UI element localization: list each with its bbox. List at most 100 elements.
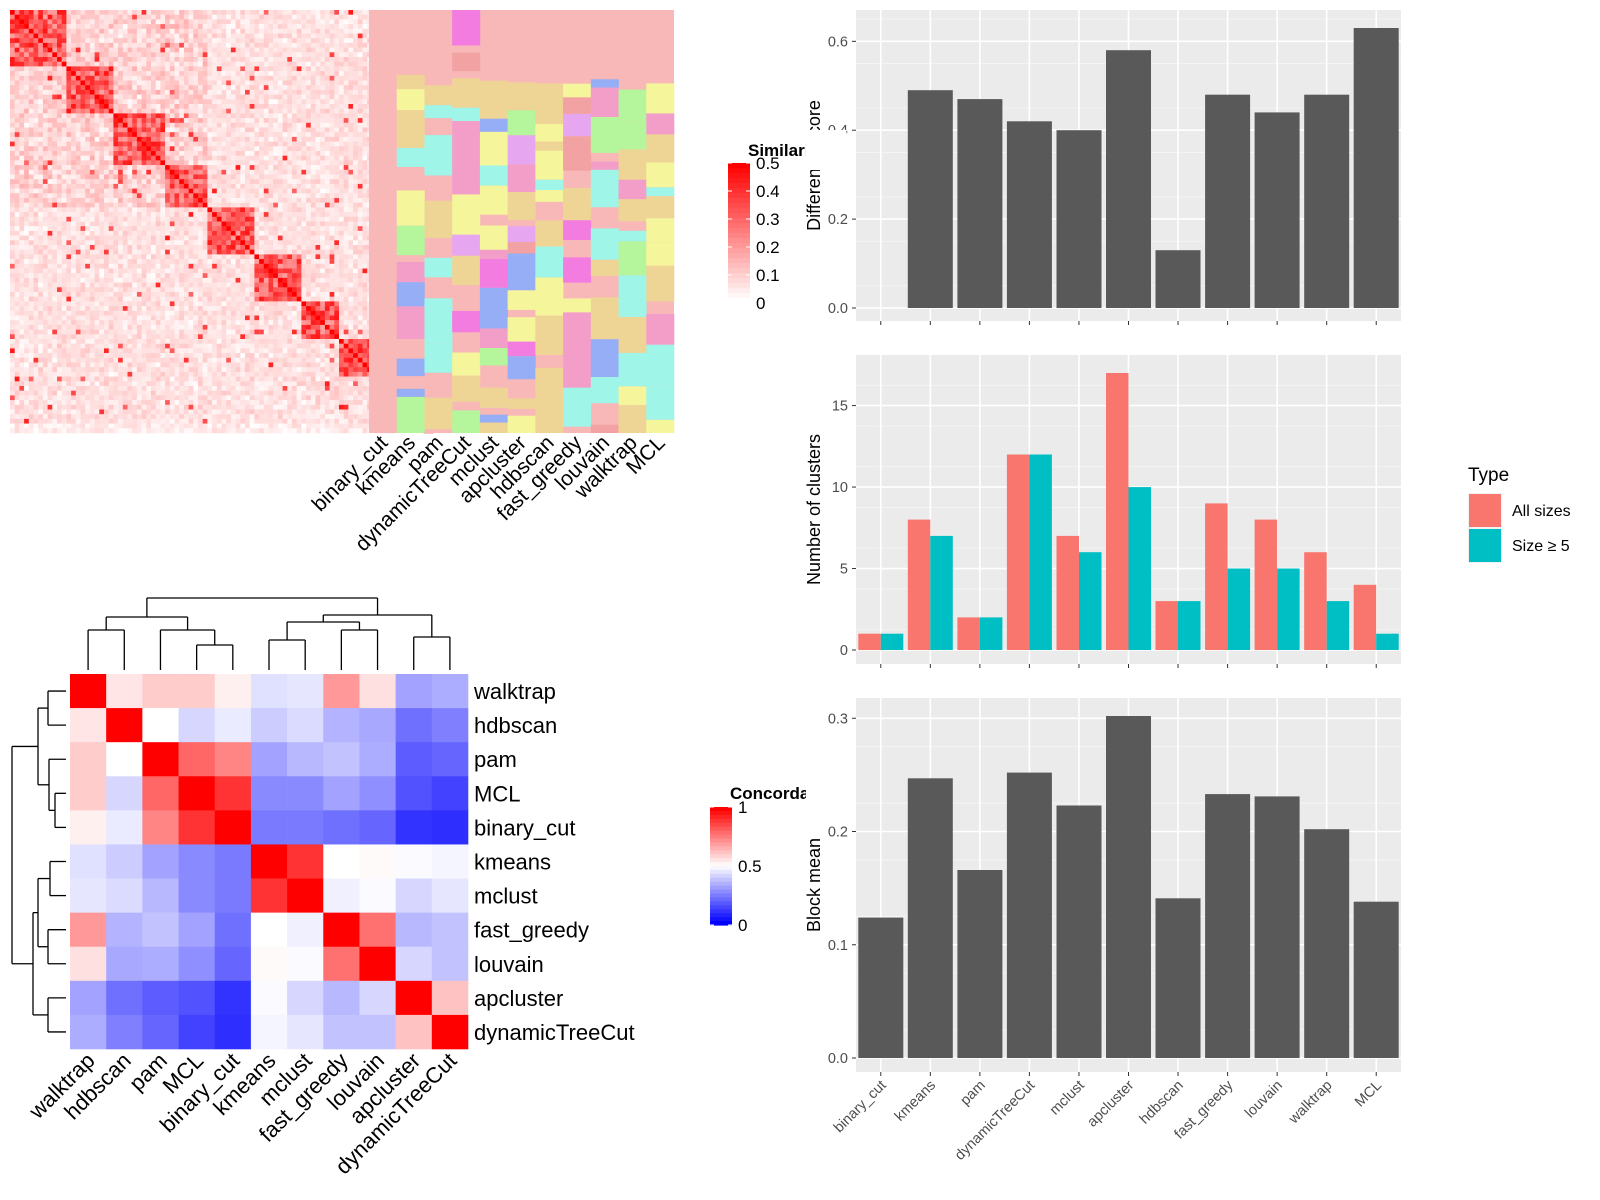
similarity-cell <box>268 19 274 25</box>
similarity-cell <box>348 14 354 20</box>
similarity-cell <box>202 122 208 128</box>
similarity-cell <box>212 113 218 119</box>
similarity-cell <box>362 28 368 34</box>
similarity-cell <box>57 75 62 81</box>
similarity-cell <box>47 198 53 203</box>
similarity-cell <box>343 47 349 53</box>
similarity-cell <box>268 183 274 189</box>
similarity-cell <box>57 202 62 208</box>
similarity-cell <box>169 104 175 109</box>
similarity-cell <box>212 89 218 95</box>
similarity-cell <box>38 263 44 269</box>
similarity-cell <box>348 226 354 232</box>
similarity-cell <box>221 99 227 105</box>
similarity-cell <box>273 165 279 171</box>
similarity-cell <box>207 174 213 180</box>
similarity-cell <box>245 57 250 62</box>
similarity-cell <box>188 212 194 218</box>
similarity-cell <box>169 80 175 86</box>
similarity-cell <box>24 99 30 105</box>
similarity-cell <box>132 254 138 260</box>
similarity-cell <box>141 198 147 203</box>
similarity-cell <box>245 188 250 194</box>
similarity-cell <box>348 80 354 86</box>
similarity-cell <box>136 155 142 161</box>
similarity-cell <box>249 226 255 232</box>
similarity-cell <box>127 80 133 86</box>
similarity-cell <box>263 24 269 30</box>
similarity-cell <box>193 38 199 44</box>
similarity-cell <box>47 207 53 213</box>
similarity-cell <box>127 57 133 62</box>
similarity-cell <box>61 202 67 208</box>
similarity-cell <box>245 99 250 105</box>
similarity-cell <box>268 104 274 109</box>
similarity-cell <box>24 71 30 77</box>
similarity-cell <box>287 19 293 25</box>
similarity-cell <box>301 33 307 39</box>
similarity-cell <box>259 235 265 241</box>
similarity-cell <box>183 89 189 95</box>
similarity-cell <box>169 179 175 185</box>
similarity-cell <box>179 249 185 255</box>
similarity-cell <box>28 151 34 156</box>
similarity-cell <box>310 183 316 189</box>
similarity-cell <box>33 108 39 114</box>
similarity-cell <box>249 38 255 44</box>
similarity-cell <box>165 174 171 180</box>
similarity-cell <box>10 61 15 67</box>
similarity-cell <box>57 268 62 274</box>
similarity-cell <box>108 174 114 180</box>
similarity-cell <box>24 113 30 119</box>
similarity-cell <box>362 212 368 218</box>
similarity-cell <box>66 155 72 161</box>
similarity-cell <box>310 249 316 255</box>
similarity-cell <box>136 263 142 269</box>
similarity-cell <box>136 245 142 250</box>
similarity-cell <box>292 259 297 265</box>
similarity-cell <box>118 85 124 91</box>
similarity-cell <box>146 71 152 77</box>
similarity-cell <box>193 216 199 222</box>
similarity-cell <box>28 263 34 269</box>
similarity-cell <box>287 226 293 232</box>
similarity-cell <box>179 202 185 208</box>
similarity-cell <box>14 188 20 194</box>
similarity-cell <box>146 33 152 39</box>
similarity-cell <box>282 61 288 67</box>
similarity-cell <box>216 127 222 133</box>
similarity-cell <box>254 122 260 128</box>
similarity-cell <box>108 104 114 109</box>
similarity-cell <box>38 99 44 105</box>
similarity-cell <box>320 80 326 86</box>
similarity-cell <box>216 52 222 58</box>
similarity-cell <box>221 85 227 91</box>
similarity-cell <box>198 188 203 194</box>
similarity-cell <box>136 259 142 265</box>
similarity-cell <box>174 47 180 53</box>
similarity-cell <box>216 71 222 77</box>
similarity-cell <box>174 263 180 269</box>
similarity-cell <box>259 230 265 236</box>
similarity-cell <box>113 268 119 274</box>
similarity-cell <box>24 169 30 175</box>
similarity-cell <box>324 75 330 81</box>
similarity-cell <box>287 24 293 30</box>
similarity-cell <box>146 66 152 72</box>
similarity-cell <box>52 57 58 62</box>
similarity-cell <box>353 249 359 255</box>
similarity-cell <box>212 104 218 109</box>
similarity-cell <box>24 230 30 236</box>
similarity-cell <box>226 226 232 232</box>
similarity-cell <box>292 240 297 246</box>
similarity-cell <box>343 57 349 62</box>
similarity-cell <box>287 99 293 105</box>
similarity-cell <box>348 132 354 138</box>
similarity-cell <box>165 42 171 48</box>
similarity-cell <box>33 212 39 218</box>
similarity-cell <box>292 113 297 119</box>
similarity-cell <box>259 249 265 255</box>
similarity-cell <box>141 188 147 194</box>
similarity-cell <box>165 94 171 100</box>
similarity-cell <box>174 127 180 133</box>
